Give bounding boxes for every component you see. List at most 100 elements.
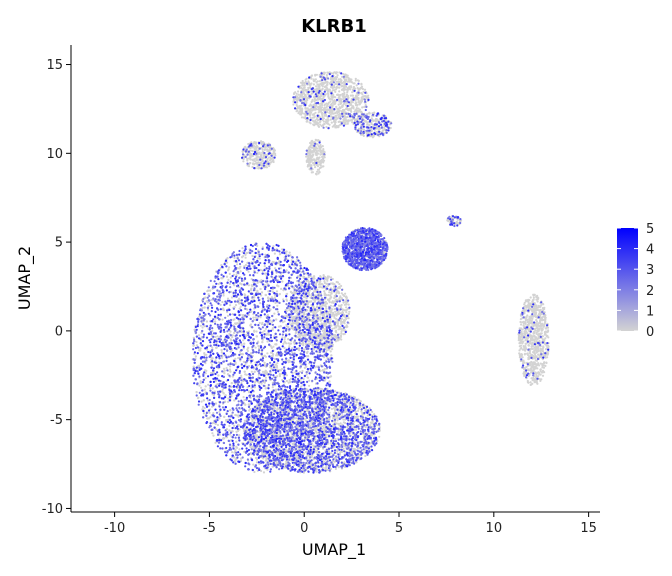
cell-point: [205, 369, 208, 372]
cell-point: [302, 377, 305, 381]
cell-point: [263, 372, 266, 375]
cell-point: [343, 294, 346, 298]
cell-point: [235, 430, 238, 433]
cell-point: [274, 267, 277, 270]
cell-point: [238, 434, 241, 437]
cell-point: [229, 370, 232, 373]
cell-point: [203, 407, 206, 410]
cell-point: [211, 357, 214, 360]
cell-point: [228, 368, 232, 371]
cell-point: [228, 272, 231, 275]
cell-point: [222, 392, 225, 395]
cell-point: [253, 329, 256, 332]
cell-point: [203, 325, 206, 328]
cell-point: [285, 460, 288, 463]
cell-point: [253, 296, 256, 299]
cell-point: [340, 332, 343, 335]
cell-point: [230, 339, 233, 342]
cell-point: [259, 302, 262, 305]
cell-point: [252, 318, 256, 321]
cell-point: [287, 326, 290, 329]
cell-point: [220, 351, 223, 354]
cell-point: [331, 300, 334, 303]
cell-point: [240, 330, 243, 333]
cell-point: [198, 384, 201, 387]
cell-point: [341, 310, 344, 314]
cell-point: [233, 399, 236, 402]
cell-point: [267, 297, 270, 300]
cell-point: [337, 292, 341, 295]
cell-point: [342, 320, 345, 323]
cell-point: [307, 355, 310, 358]
cell-point: [266, 323, 269, 326]
cell-point: [304, 450, 308, 454]
cell-point: [319, 275, 322, 278]
cell-point: [201, 326, 204, 329]
cell-point: [234, 357, 237, 360]
cell-point: [231, 334, 234, 337]
cell-point: [247, 403, 251, 406]
cell-point: [294, 331, 297, 335]
cell-point: [217, 374, 220, 377]
cell-point: [210, 371, 213, 375]
cell-point: [329, 297, 332, 300]
cell-point: [253, 294, 256, 297]
cell-point: [298, 375, 301, 378]
cell-point: [302, 313, 305, 316]
cell-point: [334, 310, 337, 313]
cell-point: [290, 326, 293, 330]
cell-point: [307, 276, 310, 279]
cell-point: [255, 330, 258, 333]
cell-point: [204, 296, 207, 299]
cell-point: [214, 359, 217, 362]
cell-point: [325, 349, 328, 352]
cell-point: [257, 344, 260, 348]
cell-point: [278, 373, 281, 376]
cell-point: [249, 288, 253, 292]
cell-point: [222, 367, 226, 370]
cell-point: [345, 308, 348, 311]
cell-point: [255, 434, 259, 437]
cell-point: [335, 280, 338, 284]
cell-point: [236, 263, 239, 266]
cell-point: [221, 388, 224, 391]
cell-point: [214, 335, 217, 339]
cell-point: [199, 349, 202, 352]
cell-point: [216, 423, 219, 427]
cell-point: [233, 331, 236, 334]
cell-point: [355, 428, 358, 431]
cell-point: [293, 464, 296, 467]
cell-point: [247, 346, 250, 349]
cell-point: [208, 411, 211, 414]
cell-point: [322, 274, 325, 277]
cell-point: [256, 271, 259, 274]
cell-point: [306, 302, 309, 305]
cell-point: [276, 284, 279, 287]
cell-point: [276, 375, 279, 378]
cell-point: [343, 309, 346, 312]
cell-point: [313, 300, 316, 303]
cell-point: [264, 459, 268, 462]
cell-point: [206, 289, 210, 292]
cell-point: [229, 365, 232, 368]
cell-point: [270, 351, 273, 354]
cell-point: [227, 397, 230, 400]
cell-point: [348, 310, 351, 313]
cell-point: [252, 316, 255, 319]
cell-point: [285, 299, 289, 302]
cell-point: [345, 300, 348, 303]
cell-point: [212, 434, 215, 437]
cell-point: [276, 304, 279, 307]
cell-point: [272, 353, 275, 356]
cell-point: [229, 276, 232, 279]
cell-point: [339, 312, 342, 315]
cell-point: [284, 336, 287, 339]
cell-point: [342, 301, 345, 304]
cell-point: [313, 275, 316, 278]
cell-point: [323, 367, 326, 371]
cell-point: [283, 346, 286, 349]
cell-point: [373, 413, 376, 416]
cell-point: [297, 347, 300, 350]
cell-point: [248, 408, 252, 411]
